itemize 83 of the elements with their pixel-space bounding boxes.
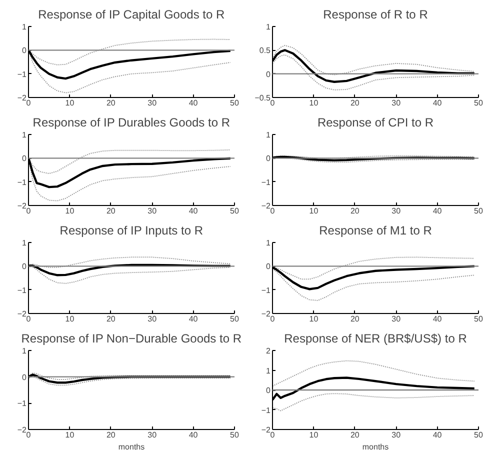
y-tick-label: −1 (17, 178, 28, 187)
x-tick-label: 20 (350, 98, 360, 108)
x-tick-label: 10 (309, 98, 319, 108)
y-tick-label: −1 (17, 286, 28, 295)
x-tick-label: 50 (230, 206, 240, 216)
y-tick-label: −1 (17, 70, 28, 79)
y-tick-label: 1 (22, 238, 28, 248)
y-tick-label: 1 (22, 346, 28, 356)
chart-title: Response of IP Non−Durable Goods to R (21, 332, 242, 346)
y-tick-label: 0 (22, 46, 28, 56)
x-tick-label: 50 (230, 314, 240, 324)
x-tick-label: 10 (65, 430, 75, 440)
x-tick-label: 40 (432, 430, 442, 440)
x-tick-label: 40 (188, 314, 198, 324)
x-tick-label: 40 (188, 206, 198, 216)
y-tick-label: −2 (261, 426, 272, 434)
x-axis-title: months (362, 442, 389, 452)
y-tick-label: 0 (266, 262, 272, 272)
x-tick-label: 30 (392, 206, 402, 216)
y-tick-label: −2 (17, 426, 28, 434)
y-tick-label: 0.5 (259, 46, 272, 56)
x-tick-label: 30 (392, 98, 402, 108)
y-tick-label: −2 (17, 202, 28, 210)
chart-title: Response of R to R (323, 8, 428, 22)
y-tick-label: −0.5 (254, 94, 272, 102)
y-tick-label: 0 (22, 372, 28, 382)
y-tick-label: 1 (22, 22, 28, 32)
y-tick-label: −1 (261, 406, 272, 415)
x-tick-label: 30 (148, 98, 158, 108)
y-tick-label: −2 (261, 310, 272, 318)
x-tick-label: 10 (309, 206, 319, 216)
x-tick-label: 20 (350, 206, 360, 216)
y-tick-label: 1 (266, 366, 272, 376)
x-tick-label: 50 (474, 314, 484, 324)
y-tick-label: −2 (17, 94, 28, 102)
chart-title: Response of M1 to R (319, 224, 432, 238)
x-tick-label: 20 (106, 206, 116, 216)
y-tick-label: 0 (22, 154, 28, 164)
chart-title: Response of CPI to R (317, 116, 434, 130)
chart-title: Response of IP Inputs to R (60, 224, 204, 238)
y-tick-label: −1 (261, 178, 272, 187)
y-tick-label: 0 (266, 70, 272, 79)
x-tick-label: 10 (65, 206, 75, 216)
chart-title: Response of IP Capital Goods to R (38, 8, 225, 22)
y-tick-label: 0 (266, 386, 272, 395)
x-tick-label: 40 (432, 206, 442, 216)
x-tick-label: 50 (474, 206, 484, 216)
x-tick-label: 30 (148, 314, 158, 324)
y-tick-label: 0 (266, 154, 272, 164)
chart-title: Response of IP Durables Goods to R (32, 116, 230, 130)
x-tick-label: 40 (188, 430, 198, 440)
x-tick-label: 40 (432, 98, 442, 108)
y-tick-label: −2 (17, 310, 28, 318)
x-tick-label: 20 (106, 98, 116, 108)
x-tick-label: 40 (188, 98, 198, 108)
y-tick-label: 1 (266, 130, 272, 140)
y-tick-label: 2 (266, 346, 272, 356)
chart-title: Response of NER (BR$/US$) to R (284, 332, 468, 346)
x-tick-label: 30 (148, 430, 158, 440)
y-tick-label: 1 (266, 22, 272, 32)
x-tick-label: 50 (474, 430, 484, 440)
x-tick-label: 10 (309, 430, 319, 440)
x-axis-title: months (118, 442, 145, 452)
y-tick-label: 1 (22, 130, 28, 140)
x-tick-label: 40 (432, 314, 442, 324)
x-tick-label: 20 (350, 430, 360, 440)
x-tick-label: 10 (309, 314, 319, 324)
x-tick-label: 50 (230, 430, 240, 440)
x-tick-label: 10 (65, 98, 75, 108)
y-tick-label: −1 (261, 286, 272, 295)
x-tick-label: 20 (350, 314, 360, 324)
x-tick-label: 20 (106, 314, 116, 324)
x-tick-label: 10 (65, 314, 75, 324)
x-tick-label: 30 (148, 206, 158, 216)
x-tick-label: 30 (392, 430, 402, 440)
y-tick-label: −2 (261, 202, 272, 210)
y-tick-label: −1 (17, 399, 28, 408)
x-tick-label: 30 (392, 314, 402, 324)
y-tick-label: 0 (22, 262, 28, 272)
y-tick-label: 1 (266, 238, 272, 248)
x-tick-label: 20 (106, 430, 116, 440)
x-tick-label: 50 (474, 98, 484, 108)
x-tick-label: 50 (230, 98, 240, 108)
